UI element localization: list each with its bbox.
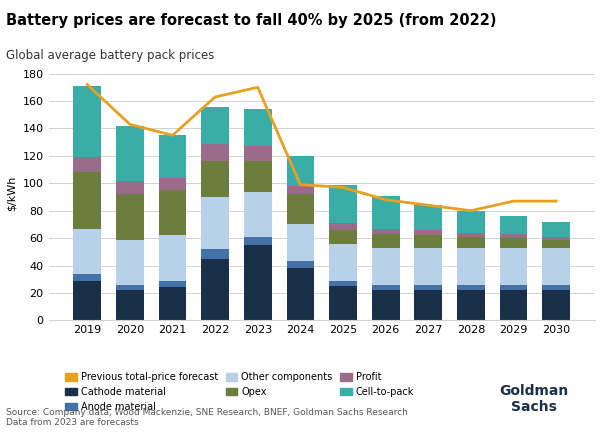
Bar — [500, 285, 527, 290]
Previous total-price forecast — [126, 121, 134, 127]
Bar — [329, 223, 357, 230]
Bar — [457, 290, 485, 320]
Previous total-price forecast — [339, 185, 347, 190]
Y-axis label: $/kWh: $/kWh — [7, 176, 17, 211]
Bar — [116, 125, 144, 181]
Bar — [158, 235, 186, 281]
Bar — [457, 285, 485, 290]
Previous total-price forecast — [254, 85, 262, 90]
Bar — [116, 285, 144, 290]
Bar — [329, 281, 357, 286]
Bar — [415, 285, 442, 290]
Bar — [158, 190, 186, 235]
Previous total-price forecast — [552, 198, 560, 204]
Bar — [287, 186, 314, 194]
Bar — [287, 262, 314, 268]
Bar — [287, 156, 314, 186]
Bar — [116, 239, 144, 285]
Bar — [287, 224, 314, 262]
Bar — [415, 290, 442, 320]
Bar — [158, 281, 186, 287]
Bar — [415, 230, 442, 235]
Bar — [329, 185, 357, 223]
Bar — [116, 290, 144, 320]
Bar — [202, 249, 229, 259]
Bar — [457, 211, 485, 233]
Bar — [500, 248, 527, 285]
Previous total-price forecast — [467, 208, 475, 214]
Bar — [500, 238, 527, 248]
Bar — [372, 290, 399, 320]
Bar — [372, 248, 399, 285]
Bar — [372, 285, 399, 290]
Bar — [73, 172, 101, 229]
Bar — [158, 178, 186, 190]
Bar — [244, 146, 271, 162]
Text: Global average battery pack prices: Global average battery pack prices — [6, 49, 214, 62]
Bar — [500, 216, 527, 234]
Bar — [244, 245, 271, 320]
Bar — [542, 222, 570, 237]
Bar — [372, 234, 399, 248]
Bar — [73, 157, 101, 172]
Bar — [287, 194, 314, 224]
Previous total-price forecast — [169, 133, 176, 138]
Legend: Previous total-price forecast, Cathode material, Anode material, Other component: Previous total-price forecast, Cathode m… — [61, 368, 418, 416]
Bar — [542, 239, 570, 248]
Bar — [372, 229, 399, 234]
Bar — [329, 230, 357, 243]
Bar — [158, 287, 186, 320]
Bar — [202, 106, 229, 144]
Bar — [542, 248, 570, 285]
Bar — [73, 274, 101, 281]
Bar — [329, 286, 357, 320]
Bar — [542, 285, 570, 290]
Bar — [158, 135, 186, 178]
Bar — [329, 243, 357, 281]
Bar — [202, 162, 229, 197]
Bar — [244, 162, 271, 191]
Previous total-price forecast — [84, 82, 91, 87]
Bar — [202, 259, 229, 320]
Bar — [202, 197, 229, 249]
Bar — [415, 248, 442, 285]
Bar — [287, 268, 314, 320]
Previous total-price forecast — [211, 94, 219, 100]
Bar — [244, 191, 271, 237]
Previous total-price forecast — [510, 198, 517, 204]
Text: Goldman
Sachs: Goldman Sachs — [500, 384, 569, 414]
Bar — [415, 235, 442, 248]
Bar — [500, 234, 527, 238]
Text: Battery prices are forecast to fall 40% by 2025 (from 2022): Battery prices are forecast to fall 40% … — [6, 13, 497, 28]
Bar — [457, 237, 485, 248]
Bar — [73, 281, 101, 320]
Bar — [202, 144, 229, 162]
Bar — [116, 194, 144, 239]
Previous total-price forecast — [425, 202, 432, 208]
Bar — [73, 86, 101, 157]
Bar — [457, 233, 485, 237]
Bar — [500, 290, 527, 320]
Bar — [372, 196, 399, 229]
Bar — [244, 237, 271, 245]
Bar — [244, 109, 271, 146]
Bar — [542, 237, 570, 239]
Bar — [457, 248, 485, 285]
Bar — [73, 229, 101, 274]
Text: Source: Company data, Wood Mackenzie, SNE Research, BNEF, Goldman Sachs Research: Source: Company data, Wood Mackenzie, SN… — [6, 408, 408, 427]
Bar — [542, 290, 570, 320]
Previous total-price forecast — [382, 197, 389, 202]
Bar — [116, 181, 144, 194]
Bar — [415, 205, 442, 230]
Previous total-price forecast — [297, 182, 304, 187]
Line: Previous total-price forecast: Previous total-price forecast — [87, 85, 556, 211]
